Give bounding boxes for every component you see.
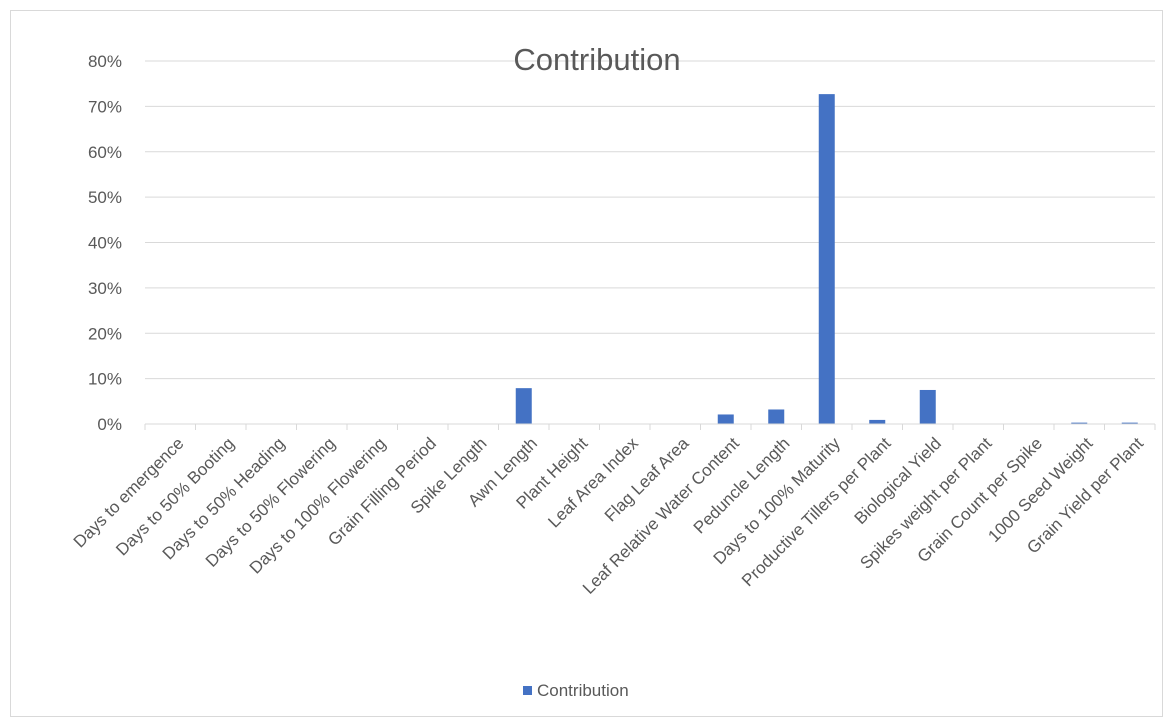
y-tick-label: 40% xyxy=(88,234,122,253)
y-tick-label: 0% xyxy=(97,415,122,434)
y-tick-label: 70% xyxy=(88,97,122,116)
bar xyxy=(1071,422,1088,424)
y-axis-ticks: 0% 10% 20% 30% 40% 50% 60% 70% 80% xyxy=(88,52,122,434)
bar xyxy=(515,388,532,424)
y-tick-label: 30% xyxy=(88,279,122,298)
chart-title: Contribution xyxy=(513,42,680,77)
y-tick-label: 10% xyxy=(88,370,122,389)
legend-label: Contribution xyxy=(537,681,629,700)
bar xyxy=(1121,422,1138,424)
chart-svg: 0% 10% 20% 30% 40% 50% 60% 70% 80% Days to emerg… xyxy=(70,42,1156,700)
bar xyxy=(919,389,936,424)
bar xyxy=(717,414,734,424)
y-tick-label: 60% xyxy=(88,143,122,162)
y-tick-label: 20% xyxy=(88,324,122,343)
bar xyxy=(768,409,785,424)
legend: Contribution xyxy=(523,681,629,700)
x-tick-label: Biological Yield xyxy=(851,434,945,528)
bar xyxy=(869,419,886,424)
y-tick-label: 80% xyxy=(88,52,122,71)
x-tick-label: Leaf Area Index xyxy=(544,433,642,531)
x-axis-tick-marks xyxy=(144,424,1156,430)
gridlines xyxy=(145,60,1155,380)
y-tick-label: 50% xyxy=(88,188,122,207)
legend-swatch xyxy=(523,686,532,695)
bar-series xyxy=(515,94,1138,424)
chart-container: 0% 10% 20% 30% 40% 50% 60% 70% 80% Days to emerg… xyxy=(10,10,1163,717)
bar xyxy=(818,94,835,424)
